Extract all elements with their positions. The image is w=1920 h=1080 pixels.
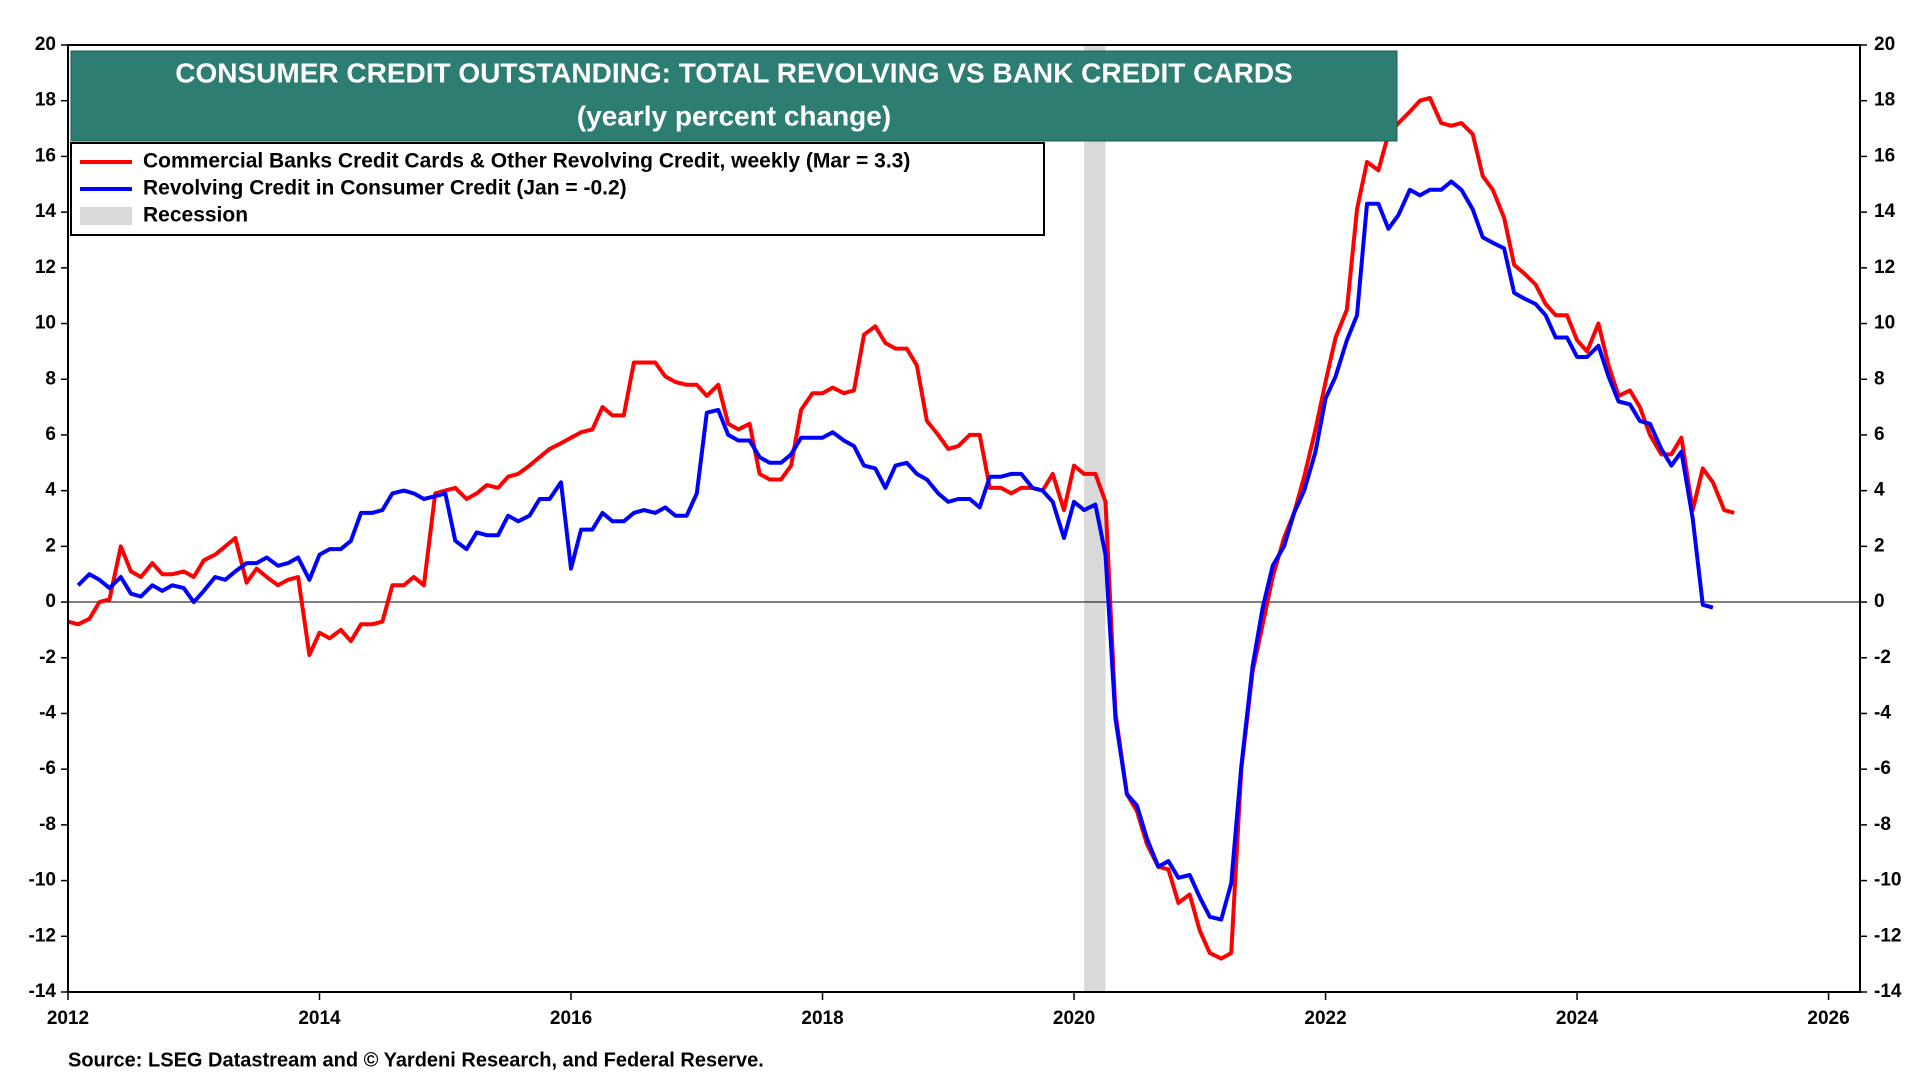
plot-area xyxy=(67,45,1860,992)
y-tick-label: 20 xyxy=(35,34,56,55)
y-tick-label: -14 xyxy=(29,981,57,1002)
y-tick-label: 2 xyxy=(45,535,56,556)
legend-swatch xyxy=(80,207,132,225)
y2-tick-label: -6 xyxy=(1874,758,1891,779)
x-tick-label: 2024 xyxy=(1556,1008,1599,1029)
y-tick-label: 18 xyxy=(35,90,56,111)
x-tick-label: 2014 xyxy=(298,1008,341,1029)
y2-tick-label: 4 xyxy=(1874,480,1885,501)
y2-tick-label: 2 xyxy=(1874,535,1885,556)
y-tick-label: -4 xyxy=(39,702,56,723)
y2-tick-label: 12 xyxy=(1874,257,1895,278)
legend-label: Recession xyxy=(143,204,248,227)
y2-tick-label: -12 xyxy=(1874,925,1901,946)
x-tick-label: 2012 xyxy=(47,1008,89,1029)
y-tick-label: -12 xyxy=(29,925,56,946)
y-tick-label: 16 xyxy=(35,145,56,166)
y2-tick-label: 10 xyxy=(1874,313,1895,334)
y-tick-label: 8 xyxy=(45,368,56,389)
y2-tick-label: 14 xyxy=(1874,201,1896,222)
y2-tick-label: 18 xyxy=(1874,90,1895,111)
x-tick-label: 2016 xyxy=(550,1008,592,1029)
y2-tick-label: -4 xyxy=(1874,702,1891,723)
y-tick-label: 14 xyxy=(35,201,57,222)
y-tick-label: 10 xyxy=(35,313,56,334)
legend-label: Revolving Credit in Consumer Credit (Jan… xyxy=(143,177,627,200)
y2-tick-label: -2 xyxy=(1874,647,1891,668)
y2-tick-label: 20 xyxy=(1874,34,1895,55)
legend-box xyxy=(70,142,1045,236)
plot-frame xyxy=(67,44,1861,993)
x-tick-label: 2022 xyxy=(1304,1008,1346,1029)
y2-tick-label: 0 xyxy=(1874,591,1885,612)
y-tick-label: -2 xyxy=(39,647,56,668)
x-tick-label: 2026 xyxy=(1807,1008,1849,1029)
y-tick-label: -10 xyxy=(29,870,56,891)
y-tick-label: -6 xyxy=(39,758,56,779)
y-tick-label: 6 xyxy=(45,424,56,445)
y-tick-label: 12 xyxy=(35,257,56,278)
source-note: Source: LSEG Datastream and © Yardeni Re… xyxy=(68,1049,764,1071)
y-tick-label: -8 xyxy=(39,814,56,835)
y-tick-label: 0 xyxy=(45,591,56,612)
y2-tick-label: 6 xyxy=(1874,424,1885,445)
chart-subtitle: (yearly percent change) xyxy=(577,100,891,131)
y2-tick-label: -8 xyxy=(1874,814,1891,835)
title-box xyxy=(70,50,1398,142)
recession-band xyxy=(1084,45,1106,992)
y2-tick-label: -14 xyxy=(1874,981,1902,1002)
legend-label: Commercial Banks Credit Cards & Other Re… xyxy=(143,150,910,173)
x-tick-label: 2018 xyxy=(801,1008,843,1029)
y2-tick-label: 8 xyxy=(1874,368,1885,389)
y-tick-label: 4 xyxy=(45,480,56,501)
chart-title: CONSUMER CREDIT OUTSTANDING: TOTAL REVOL… xyxy=(175,57,1292,88)
x-tick-label: 2020 xyxy=(1053,1008,1095,1029)
legend: Commercial Banks Credit Cards & Other Re… xyxy=(80,150,910,227)
y2-tick-label: 16 xyxy=(1874,145,1895,166)
y2-tick-label: -10 xyxy=(1874,870,1901,891)
series-line xyxy=(76,179,1714,922)
series-line xyxy=(67,95,1735,961)
